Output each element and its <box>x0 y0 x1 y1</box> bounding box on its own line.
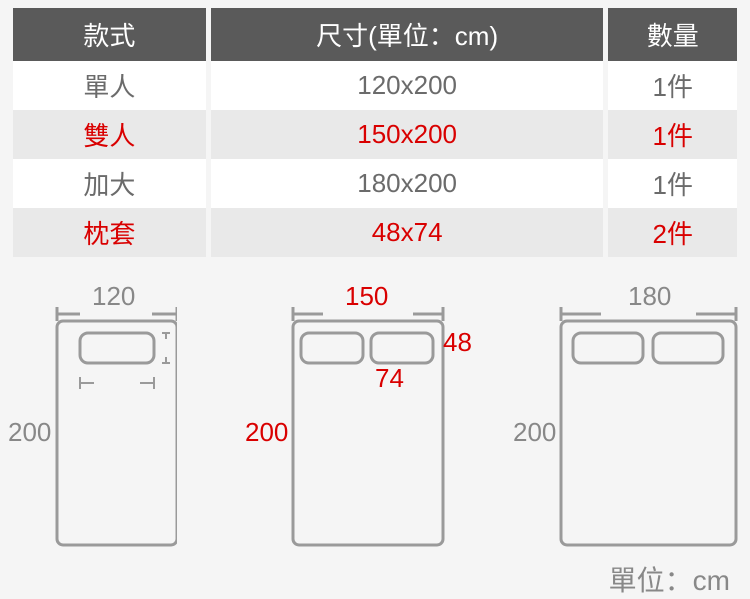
dim-height: 200 <box>8 417 51 448</box>
dim-width: 120 <box>92 281 135 312</box>
cell-style: 單人 <box>13 61 206 110</box>
cell-style: 雙人 <box>13 110 206 159</box>
cell-style: 枕套 <box>13 208 206 257</box>
cell-qty: 1件 <box>608 61 737 110</box>
th-qty: 數量 <box>608 8 737 61</box>
bed-double: 150 200 74 48 <box>245 297 445 547</box>
cell-size: 180x200 <box>211 159 604 208</box>
dim-pillow-h: 48 <box>443 327 472 358</box>
cell-style: 加大 <box>13 159 206 208</box>
cell-size: 150x200 <box>211 110 604 159</box>
dim-pillow-w: 74 <box>375 363 404 394</box>
table-row: 枕套 48x74 2件 <box>13 208 737 257</box>
cell-qty: 2件 <box>608 208 737 257</box>
bed-diagrams: 120 200 150 200 74 48 <box>8 297 742 547</box>
bed-king: 180 200 <box>513 297 738 547</box>
dim-width: 150 <box>345 281 388 312</box>
bed-single: 120 200 <box>12 297 177 547</box>
th-size: 尺寸(單位：cm) <box>211 8 604 61</box>
dim-height: 200 <box>245 417 288 448</box>
dim-width: 180 <box>628 281 671 312</box>
cell-size: 48x74 <box>211 208 604 257</box>
dim-height: 200 <box>513 417 556 448</box>
cell-size: 120x200 <box>211 61 604 110</box>
unit-label: 單位：cm <box>8 559 742 599</box>
table-row: 單人 120x200 1件 <box>13 61 737 110</box>
th-style: 款式 <box>13 8 206 61</box>
table-row: 雙人 150x200 1件 <box>13 110 737 159</box>
size-table: 款式 尺寸(單位：cm) 數量 單人 120x200 1件 雙人 150x200… <box>8 8 742 257</box>
cell-qty: 1件 <box>608 110 737 159</box>
cell-qty: 1件 <box>608 159 737 208</box>
table-row: 加大 180x200 1件 <box>13 159 737 208</box>
